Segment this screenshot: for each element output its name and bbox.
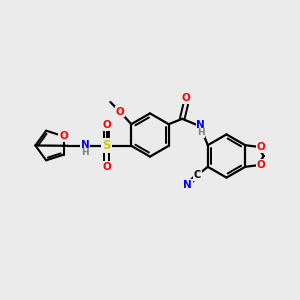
Text: O: O bbox=[102, 162, 111, 172]
Text: O: O bbox=[256, 160, 265, 170]
Text: C: C bbox=[194, 170, 201, 180]
Text: H: H bbox=[81, 148, 89, 157]
Text: O: O bbox=[182, 93, 190, 103]
Text: O: O bbox=[59, 131, 68, 141]
Text: H: H bbox=[197, 128, 205, 137]
Text: S: S bbox=[102, 139, 111, 152]
Text: O: O bbox=[256, 142, 265, 152]
Text: O: O bbox=[102, 120, 111, 130]
Text: N: N bbox=[81, 140, 89, 150]
Text: N: N bbox=[183, 180, 192, 190]
Text: N: N bbox=[196, 120, 205, 130]
Text: O: O bbox=[116, 106, 124, 117]
